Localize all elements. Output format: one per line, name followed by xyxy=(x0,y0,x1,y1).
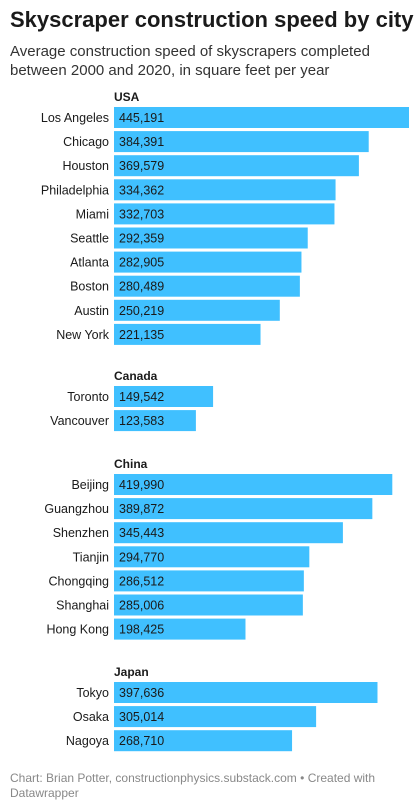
category-label-philadelphia: Philadelphia xyxy=(41,183,109,197)
value-label-miami: 332,703 xyxy=(119,207,164,221)
value-label-osaka: 305,014 xyxy=(119,710,164,724)
category-label-shanghai: Shanghai xyxy=(56,599,109,613)
chart-subtitle: Average construction speed of skyscraper… xyxy=(10,43,370,79)
bar-osaka xyxy=(114,706,317,728)
value-label-austin: 250,219 xyxy=(119,304,164,318)
category-label-osaka: Osaka xyxy=(73,710,109,724)
category-label-chicago: Chicago xyxy=(63,135,109,149)
value-label-vancouver: 123,583 xyxy=(119,414,164,428)
chart-footer: Chart: Brian Potter, constructionphysics… xyxy=(10,771,410,801)
bar-houston xyxy=(114,155,359,177)
chart-title: Skyscraper construction speed by city xyxy=(10,7,414,32)
bar-los-angeles xyxy=(114,107,409,128)
value-label-seattle: 292,359 xyxy=(119,232,164,246)
category-label-los-angeles: Los Angeles xyxy=(41,111,109,125)
footer-chart-label: Chart: xyxy=(10,771,43,785)
category-label-miami: Miami xyxy=(76,207,109,221)
value-label-hong-kong: 198,425 xyxy=(119,623,164,637)
group-label-canada: Canada xyxy=(114,369,158,383)
value-label-new-york: 221,135 xyxy=(119,328,164,342)
bar-tokyo xyxy=(114,682,378,703)
category-label-beijing: Beijing xyxy=(71,478,109,492)
bar-miami xyxy=(114,203,335,225)
category-label-new-york: New York xyxy=(56,328,110,342)
category-label-atlanta: Atlanta xyxy=(70,256,109,270)
category-label-nagoya: Nagoya xyxy=(66,734,109,748)
value-label-atlanta: 282,905 xyxy=(119,256,164,270)
value-label-los-angeles: 445,191 xyxy=(119,111,164,125)
category-label-chongqing: Chongqing xyxy=(49,574,110,588)
footer-created-with: Created with Datawrapper xyxy=(10,771,376,800)
footer-separator: • xyxy=(300,771,305,785)
value-label-tianjin: 294,770 xyxy=(119,550,164,564)
value-label-beijing: 419,990 xyxy=(119,478,164,492)
category-label-guangzhou: Guangzhou xyxy=(44,502,109,516)
group-label-usa: USA xyxy=(114,90,140,104)
bar-chicago xyxy=(114,131,369,153)
bar-seattle xyxy=(114,227,308,249)
category-label-hong-kong: Hong Kong xyxy=(46,623,109,637)
bar-shanghai xyxy=(114,594,303,616)
category-label-tianjin: Tianjin xyxy=(73,550,109,564)
bar-new-york xyxy=(114,323,261,345)
bar-austin xyxy=(114,299,280,321)
value-label-chicago: 384,391 xyxy=(119,135,164,149)
bar-atlanta xyxy=(114,251,302,273)
category-label-seattle: Seattle xyxy=(70,232,109,246)
category-label-houston: Houston xyxy=(62,159,109,173)
bar-vancouver xyxy=(114,410,196,432)
bar-tianjin xyxy=(114,546,310,568)
bar-shenzhen xyxy=(114,522,343,544)
category-label-toronto: Toronto xyxy=(67,390,109,404)
bar-beijing xyxy=(114,474,393,495)
value-label-boston: 280,489 xyxy=(119,280,164,294)
value-label-houston: 369,579 xyxy=(119,159,164,173)
group-label-japan: Japan xyxy=(114,665,149,679)
value-label-philadelphia: 334,362 xyxy=(119,183,164,197)
bar-boston xyxy=(114,275,300,297)
bar-philadelphia xyxy=(114,179,336,201)
bar-toronto xyxy=(114,386,214,407)
value-label-shanghai: 285,006 xyxy=(119,599,164,613)
bar-nagoya xyxy=(114,730,293,752)
group-label-china: China xyxy=(114,457,148,471)
value-label-nagoya: 268,710 xyxy=(119,734,164,748)
category-label-tokyo: Tokyo xyxy=(76,686,109,700)
category-label-vancouver: Vancouver xyxy=(50,414,109,428)
category-label-boston: Boston xyxy=(70,280,109,294)
bar-guangzhou xyxy=(114,498,373,520)
value-label-toronto: 149,542 xyxy=(119,390,164,404)
bar-hong-kong xyxy=(114,618,246,640)
category-label-austin: Austin xyxy=(74,304,109,318)
value-label-tokyo: 397,636 xyxy=(119,686,164,700)
bar-chongqing xyxy=(114,570,304,592)
footer-chart-source: Brian Potter, constructionphysics.substa… xyxy=(46,771,297,785)
value-label-shenzhen: 345,443 xyxy=(119,526,164,540)
value-label-guangzhou: 389,872 xyxy=(119,502,164,516)
category-label-shenzhen: Shenzhen xyxy=(53,526,109,540)
value-label-chongqing: 286,512 xyxy=(119,574,164,588)
